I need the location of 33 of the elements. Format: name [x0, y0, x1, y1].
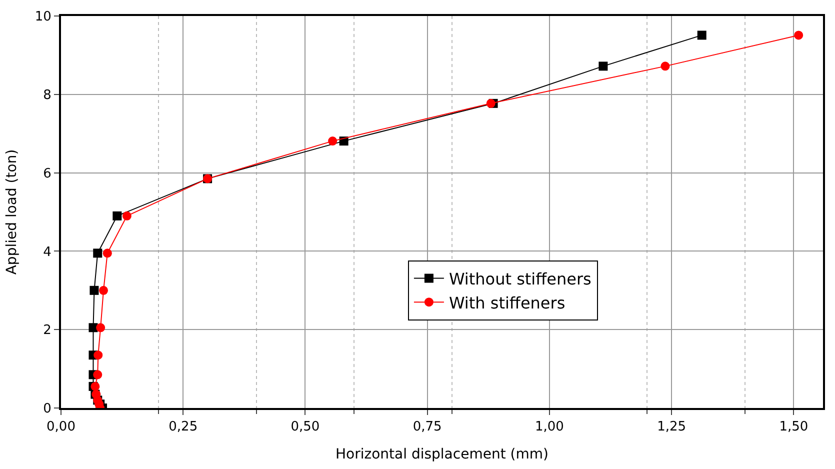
point [794, 30, 804, 40]
x-tick-label: 1,25 [657, 420, 686, 435]
point [99, 286, 108, 295]
point [93, 370, 102, 380]
x-tick-label: 0,25 [168, 420, 198, 435]
point [486, 98, 496, 108]
x-axis-title: Horizontal displacement (mm) [336, 446, 548, 462]
point [102, 248, 112, 258]
point [93, 248, 102, 258]
point [328, 136, 338, 146]
x-tick-label: 0,50 [290, 420, 320, 435]
legend-label: With stiffeners [448, 293, 566, 312]
legend-label: Without stiffeners [448, 270, 592, 289]
x-tick-label: 0,00 [46, 420, 76, 435]
point [598, 62, 608, 71]
point [112, 211, 122, 220]
point [660, 62, 670, 71]
x-tick-label: 1,00 [534, 420, 564, 435]
y-tick-label: 4 [43, 244, 52, 260]
point [122, 211, 132, 220]
y-tick-label: 6 [43, 166, 52, 182]
y-tick-label: 10 [34, 10, 52, 25]
y-tick-label: 0 [43, 402, 52, 417]
point [96, 323, 106, 332]
point [88, 323, 98, 332]
point [90, 286, 99, 295]
x-tick-label: 1,50 [779, 420, 808, 435]
point [697, 30, 706, 40]
y-tick-label: 2 [43, 323, 52, 338]
y-axis-title: Applied load (ton) [4, 149, 20, 275]
x-tick-label: 0,75 [412, 420, 442, 435]
point [94, 350, 103, 360]
y-tick-label: 8 [43, 88, 52, 103]
